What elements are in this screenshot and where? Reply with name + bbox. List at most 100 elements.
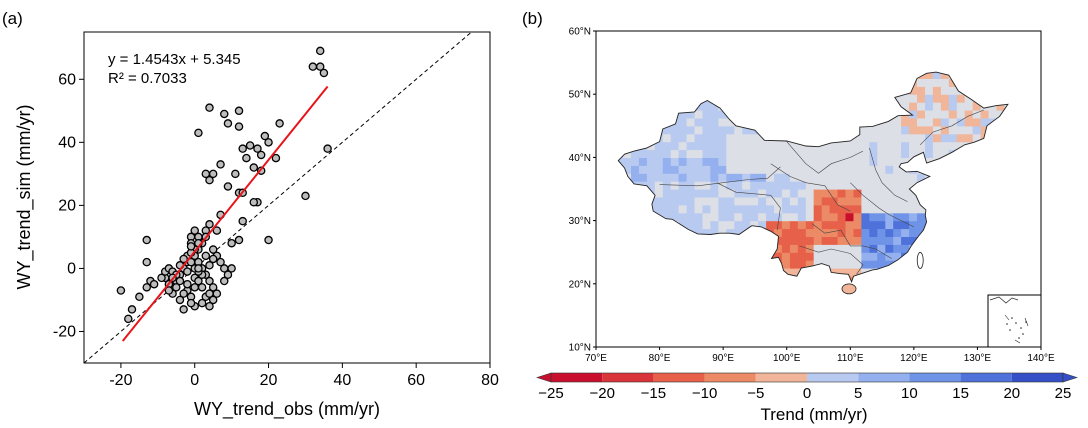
x-tick-label: 40 xyxy=(333,372,351,389)
map-cell xyxy=(805,252,815,261)
map-cell xyxy=(718,133,727,143)
map-cell xyxy=(917,173,926,182)
map-cell xyxy=(821,220,831,230)
map-cell xyxy=(829,252,839,261)
data-point xyxy=(205,276,214,286)
map-cell xyxy=(909,212,918,222)
map-cell xyxy=(837,260,847,269)
map-cell xyxy=(742,204,751,214)
map-cell xyxy=(829,157,839,166)
map-cell xyxy=(909,117,918,127)
map-cell xyxy=(821,260,831,269)
data-point xyxy=(205,261,214,270)
map-cell xyxy=(670,149,680,158)
map-cell xyxy=(742,196,751,206)
map-cell xyxy=(702,165,711,174)
map-cell xyxy=(885,244,894,253)
x-tick-label: 0 xyxy=(190,372,199,389)
map-cell xyxy=(694,165,703,174)
data-point xyxy=(323,144,332,153)
map-cell xyxy=(948,110,958,119)
map-cell xyxy=(901,157,910,166)
map-cell xyxy=(726,149,735,158)
map-cell xyxy=(869,181,878,190)
map-cell xyxy=(750,204,759,214)
colorbar-segment xyxy=(807,373,859,382)
map-cell xyxy=(766,181,775,190)
data-point xyxy=(242,153,251,163)
y-tick-label: 60 xyxy=(58,71,76,88)
map-cell xyxy=(702,220,711,230)
data-point xyxy=(220,264,229,273)
map-cell xyxy=(670,196,680,206)
map-cell xyxy=(797,173,807,182)
map-cell xyxy=(670,173,680,182)
map-cell xyxy=(901,181,910,190)
map-cell xyxy=(837,157,847,166)
map-cell xyxy=(631,165,640,174)
map-cell xyxy=(726,196,735,206)
data-point xyxy=(234,122,244,131)
map-cell xyxy=(789,260,799,269)
colorbar-extend-max xyxy=(1062,372,1078,383)
map-cell xyxy=(845,220,854,230)
lon-tick-label: 120°E xyxy=(900,353,928,364)
map-cell xyxy=(845,204,854,214)
map-cell xyxy=(813,228,823,237)
map-cell xyxy=(821,189,831,198)
map-cell xyxy=(742,165,751,174)
data-point xyxy=(260,131,270,141)
data-point xyxy=(175,276,185,286)
map-cell xyxy=(670,165,680,174)
map-cell xyxy=(861,204,870,214)
map-cell xyxy=(726,117,735,127)
map-cell xyxy=(964,117,974,127)
map-cell xyxy=(742,173,751,182)
map-cell xyxy=(948,117,958,127)
map-cell xyxy=(805,196,815,206)
panel-b-label: (b) xyxy=(522,9,543,28)
colorbar-tick-label: −20 xyxy=(589,385,614,402)
map-cell xyxy=(797,228,807,237)
map-cell xyxy=(638,157,648,166)
map-cell xyxy=(829,149,839,158)
map-cell xyxy=(932,141,942,151)
map-cell xyxy=(917,102,926,111)
map-cell xyxy=(678,212,688,222)
data-point xyxy=(208,169,218,179)
map-cell xyxy=(932,78,942,87)
data-point xyxy=(142,283,151,292)
map-cell xyxy=(718,149,727,158)
map-cell xyxy=(853,204,862,214)
regression-line xyxy=(121,85,329,342)
map-cell xyxy=(925,72,934,79)
map-cell xyxy=(869,165,878,174)
map-cell xyxy=(662,157,672,166)
map-cell xyxy=(718,110,727,119)
map-cell xyxy=(702,141,711,151)
map-cell xyxy=(829,196,839,206)
map-cell xyxy=(885,189,894,198)
map-cell xyxy=(877,165,886,174)
map-cell xyxy=(813,149,823,158)
map-cell xyxy=(877,125,886,135)
map-cell xyxy=(797,157,807,166)
map-cell xyxy=(750,196,759,206)
x-tick-label: 60 xyxy=(407,372,425,389)
map-cell xyxy=(702,117,711,127)
map-cell xyxy=(837,173,847,182)
map-cell xyxy=(734,141,743,151)
map-cell xyxy=(869,252,878,261)
data-point xyxy=(216,257,225,267)
map-cell xyxy=(678,220,688,230)
lon-tick-label: 140°E xyxy=(1027,353,1055,364)
map-cell xyxy=(789,236,799,245)
province-boundary xyxy=(659,166,781,187)
map-cell xyxy=(821,212,831,222)
map-cell xyxy=(694,196,703,206)
map-cell xyxy=(766,173,775,182)
south-china-sea-inset xyxy=(987,294,1042,348)
map-cell xyxy=(654,189,664,198)
map-cell xyxy=(877,204,886,214)
colorbar-segment xyxy=(858,373,910,382)
